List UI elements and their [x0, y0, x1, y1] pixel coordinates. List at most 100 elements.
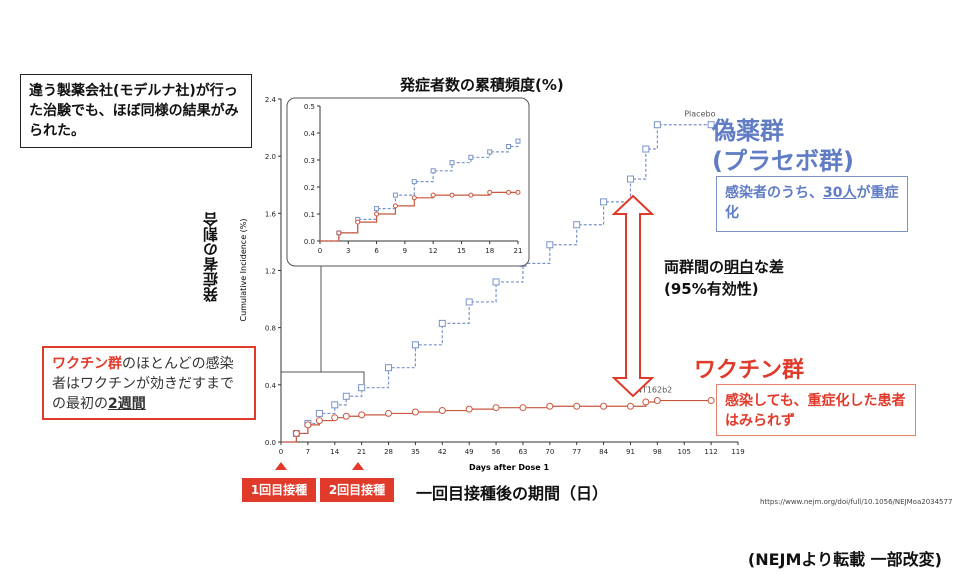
- x-tick-label: 63: [518, 448, 527, 456]
- vaccine-point: [304, 421, 312, 429]
- vaccine-point: [506, 189, 512, 195]
- placebo-point: [546, 241, 554, 249]
- vaccine-point: [519, 404, 527, 412]
- vaccine-early-note: ワクチン群のほとんどの感染者はワクチンが効きだすまでの最初の2週間: [42, 346, 256, 420]
- x-tick-label: 112: [704, 448, 717, 456]
- x-tick-label: 28: [384, 448, 393, 456]
- placebo-label-line2: (プラセボ群): [712, 147, 854, 175]
- vaccine-point: [292, 429, 300, 437]
- inset-axes: 0 3 6 9 12 15 18 21 0.0 0.1 0.2 0.3 0.4 0.5: [304, 103, 523, 255]
- x-tick-label: 49: [465, 448, 474, 456]
- vaccine-point: [546, 402, 554, 410]
- vaccine-point: [411, 195, 417, 201]
- x-tick-label: 6: [374, 247, 379, 255]
- x-tick-label: 119: [731, 448, 744, 456]
- x-tick-label: 12: [429, 247, 438, 255]
- placebo-point: [358, 384, 366, 392]
- main-axes: 0 7 14 21 28 35 42 49 56 63 70 77 84 91 98 105 112 1190.0…: [239, 96, 745, 472]
- chart-title-jp: 発症者数の累積頻度(%): [400, 76, 564, 94]
- vaccine-label: ワクチン群: [694, 358, 805, 383]
- y-tick-label: 0.4: [265, 382, 277, 390]
- vaccine-point: [430, 192, 436, 198]
- y-tick-label: 0.2: [304, 184, 315, 192]
- vaccine-point: [392, 203, 398, 209]
- placebo-point: [653, 121, 661, 129]
- vaccine-point: [492, 404, 500, 412]
- placebo-point: [449, 160, 455, 166]
- y-tick-label: 0.3: [304, 157, 315, 165]
- placebo-point: [411, 179, 417, 185]
- placebo-point: [573, 221, 581, 229]
- inset-series: [320, 138, 521, 242]
- placebo-point: [438, 319, 446, 327]
- inset-bracket: [281, 371, 365, 384]
- vaccine-point: [468, 192, 474, 198]
- vaccine-point: [642, 398, 650, 406]
- vaccine-point: [342, 412, 350, 420]
- x-tick-label: 105: [678, 448, 691, 456]
- vaccine-point: [573, 402, 581, 410]
- placebo-point: [600, 198, 608, 206]
- vaccine-point: [600, 402, 608, 410]
- placebo-point: [492, 278, 500, 286]
- placebo-label: 偽薬群 (プラセボ群): [712, 116, 854, 176]
- x-tick-label: 56: [492, 448, 501, 456]
- x-tick-label: 0: [318, 247, 322, 255]
- dose1-pointer: [275, 462, 287, 470]
- inset-chart: 0 3 6 9 12 15 18 21 0.0 0.1 0.2 0.3 0.4 0.5: [281, 97, 530, 384]
- placebo-point: [506, 144, 512, 149]
- dose2-pointer: [352, 462, 364, 470]
- vaccine-point: [385, 409, 393, 417]
- vaccine-point: [331, 414, 339, 422]
- placebo-note-post: が重症化: [725, 185, 899, 221]
- y-tick-label: 0.1: [304, 211, 315, 219]
- x-tick-label: 42: [438, 448, 447, 456]
- efficacy-label: (95%有効性): [664, 280, 759, 298]
- series-line-bnt162b2: [320, 191, 518, 242]
- series-label-vaccine: BNT162b2: [630, 386, 672, 395]
- placebo-point: [626, 175, 634, 183]
- placebo-point: [707, 121, 715, 129]
- x-tick-label: 70: [545, 448, 554, 456]
- placebo-point: [342, 392, 350, 400]
- y-tick-label: 2.0: [265, 153, 276, 161]
- placebo-point: [331, 401, 339, 409]
- x-tick-label: 18: [485, 247, 494, 255]
- y-tick-label: 0.4: [304, 130, 316, 138]
- y-tick-label: 0.0: [265, 439, 276, 447]
- vaccine-point: [449, 192, 455, 198]
- placebo-note-pre: 感染者のうち、: [725, 185, 823, 201]
- series-line-placebo: [320, 141, 519, 242]
- placebo-point: [385, 364, 393, 372]
- vaccine-point: [438, 407, 446, 415]
- placebo-point: [515, 138, 521, 144]
- vaccine-point: [653, 397, 661, 405]
- x-tick-label: 21: [514, 247, 523, 255]
- y-axis-label: Cumulative Incidence (%): [239, 218, 248, 321]
- vaccine-point: [355, 219, 361, 225]
- y-tick-label: 0.5: [304, 103, 315, 111]
- y-tick-label: 0.0: [304, 238, 315, 246]
- diff-pre: 両群間の: [664, 258, 725, 276]
- vaccine-note: 感染しても、重症化した患者はみられず: [716, 384, 916, 436]
- placebo-point: [487, 149, 493, 155]
- placebo-label-line1: 偽薬群: [712, 117, 784, 145]
- x-axis-label: Days after Dose 1: [469, 463, 550, 472]
- difference-arrow: [275, 194, 655, 470]
- placebo-point: [430, 168, 436, 174]
- inset-frame: [286, 97, 530, 267]
- series-label-placebo: Placebo: [684, 110, 715, 119]
- early-note-mid: のほとんどの感染者はワクチンが効きだすまでの最初の: [52, 356, 234, 412]
- y-tick-label: 1.2: [265, 268, 276, 276]
- note-moderna: 違う製薬会社(モデルナ社)が行った治験でも、ほぼ同様の結果がみられた。: [20, 74, 252, 148]
- x-tick-label: 15: [457, 247, 466, 255]
- placebo-point: [392, 192, 398, 198]
- vaccine-point: [315, 417, 323, 425]
- early-note-red: ワクチン群: [52, 356, 122, 372]
- x-tick-label: 0: [279, 448, 283, 456]
- x-tick-label: 84: [599, 448, 608, 456]
- difference-arrow-shape: [611, 194, 655, 398]
- placebo-note: 感染者のうち、30人が重症化: [716, 176, 908, 232]
- vaccine-point: [374, 211, 380, 217]
